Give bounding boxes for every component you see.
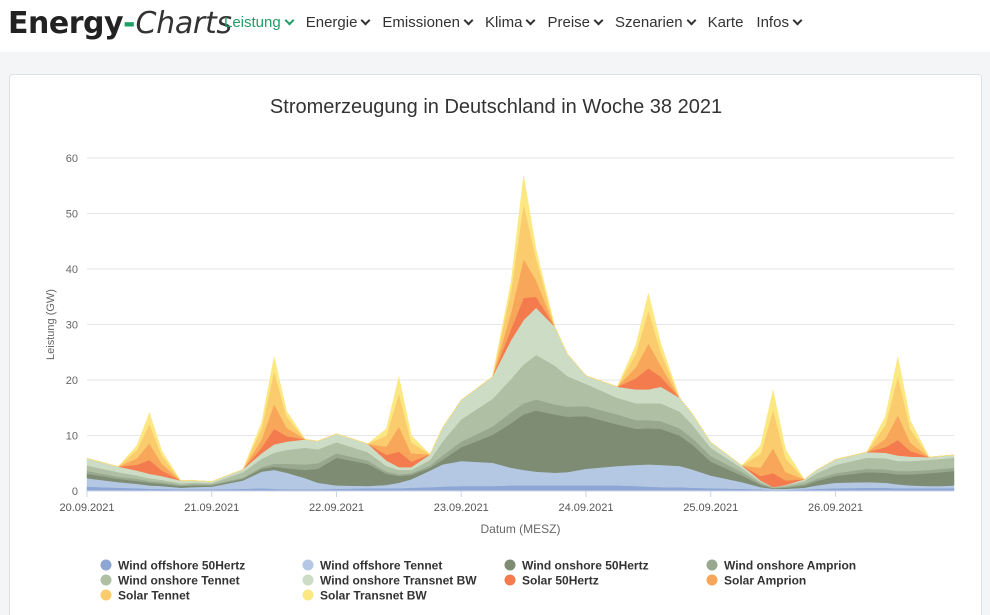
nav-item-label: Leistung bbox=[224, 14, 281, 31]
legend-item[interactable]: Wind onshore 50Hertz bbox=[504, 559, 649, 573]
legend-label: Wind onshore Transnet BW bbox=[320, 574, 477, 588]
y-tick-label: 50 bbox=[66, 209, 78, 221]
x-tick-label: 24.09.2021 bbox=[558, 502, 613, 514]
area-series-9 bbox=[86, 175, 955, 482]
nav-item-emissionen[interactable]: Emissionen bbox=[382, 14, 474, 31]
legend-marker bbox=[504, 559, 516, 571]
nav-item-leistung[interactable]: Leistung bbox=[224, 14, 295, 31]
chevron-down-icon bbox=[360, 15, 371, 26]
nav-item-klima[interactable]: Klima bbox=[484, 14, 536, 31]
chevron-down-icon bbox=[463, 15, 474, 26]
legend-label: Wind onshore Amprion bbox=[724, 559, 856, 573]
legend-marker bbox=[100, 559, 112, 571]
legend-marker bbox=[100, 574, 112, 586]
chevron-down-icon bbox=[593, 15, 604, 26]
legend-item[interactable]: Wind offshore 50Hertz bbox=[100, 559, 246, 573]
legend-label: Solar Amprion bbox=[724, 574, 806, 588]
legend-item[interactable]: Wind offshore Tennet bbox=[302, 559, 443, 573]
main-menu: Leistung Energie Emissionen Klima Preise Szen… bbox=[224, 14, 803, 31]
legend-item[interactable]: Wind onshore Transnet BW bbox=[302, 574, 478, 588]
x-tick-label: 26.09.2021 bbox=[808, 502, 863, 514]
legend-marker bbox=[706, 574, 718, 586]
nav-item-label: Infos bbox=[756, 14, 789, 31]
brand-sub: Charts bbox=[135, 6, 232, 41]
y-axis-title: Leistung (GW) bbox=[45, 289, 57, 360]
top-navbar: Energy-Charts Leistung Energie Emissionen K… bbox=[0, 0, 990, 52]
nav-item-label: Karte bbox=[707, 14, 744, 31]
nav-item-label: Preise bbox=[547, 14, 591, 31]
y-tick-label: 10 bbox=[66, 431, 78, 443]
legend-marker bbox=[706, 559, 718, 571]
y-tick-label: 40 bbox=[66, 264, 78, 276]
y-tick-label: 30 bbox=[66, 320, 78, 332]
legend-item[interactable]: Wind onshore Tennet bbox=[100, 574, 240, 588]
nav-item-label: Szenarien bbox=[615, 14, 683, 31]
nav-item-szenarien[interactable]: Szenarien bbox=[615, 14, 697, 31]
chart-title: Stromerzeugung in Deutschland in Woche 3… bbox=[270, 96, 722, 118]
nav-item-karte[interactable]: Karte bbox=[708, 14, 744, 31]
legend-label: Solar Transnet BW bbox=[320, 589, 427, 603]
brand-logo[interactable]: Energy-Charts bbox=[8, 6, 232, 42]
nav-item-label: Emissionen bbox=[382, 14, 460, 31]
brand-dash: - bbox=[123, 6, 136, 41]
y-tick-label: 60 bbox=[66, 153, 78, 165]
chart: Stromerzeugung in Deutschland in Woche 3… bbox=[45, 96, 955, 603]
legend-label: Wind onshore 50Hertz bbox=[522, 559, 649, 573]
legend-marker bbox=[100, 589, 112, 601]
nav-item-infos[interactable]: Infos bbox=[756, 14, 803, 31]
legend-marker bbox=[302, 574, 314, 586]
nav-item-label: Energie bbox=[305, 14, 358, 31]
x-tick-label: 22.09.2021 bbox=[309, 502, 364, 514]
legend-marker bbox=[504, 574, 516, 586]
legend-item[interactable]: Solar Transnet BW bbox=[302, 589, 428, 603]
y-tick-label: 0 bbox=[72, 486, 78, 498]
chevron-down-icon bbox=[792, 15, 803, 26]
legend-marker bbox=[302, 589, 314, 601]
legend-label: Wind onshore Tennet bbox=[118, 574, 240, 588]
chart-card: Stromerzeugung in Deutschland in Woche 3… bbox=[9, 74, 982, 615]
legend-label: Solar 50Hertz bbox=[522, 574, 599, 588]
x-tick-label: 21.09.2021 bbox=[184, 502, 239, 514]
legend-label: Wind offshore Tennet bbox=[320, 559, 442, 573]
legend-item[interactable]: Solar 50Hertz bbox=[504, 574, 599, 588]
x-tick-label: 20.09.2021 bbox=[59, 502, 114, 514]
chevron-down-icon bbox=[686, 15, 697, 26]
nav-item-energie[interactable]: Energie bbox=[305, 14, 371, 31]
x-axis-title: Datum (MESZ) bbox=[480, 522, 560, 536]
legend-label: Wind offshore 50Hertz bbox=[118, 559, 245, 573]
chevron-down-icon bbox=[284, 15, 295, 26]
legend-item[interactable]: Solar Tennet bbox=[100, 589, 190, 603]
x-tick-label: 25.09.2021 bbox=[683, 502, 738, 514]
y-tick-label: 20 bbox=[66, 375, 78, 387]
legend-item[interactable]: Solar Amprion bbox=[706, 574, 807, 588]
legend-item[interactable]: Wind onshore Amprion bbox=[706, 559, 857, 573]
nav-item-preise[interactable]: Preise bbox=[547, 14, 604, 31]
nav-item-label: Klima bbox=[484, 14, 523, 31]
legend-marker bbox=[302, 559, 314, 571]
chevron-down-icon bbox=[526, 15, 536, 26]
brand-main: Energy bbox=[8, 6, 124, 41]
x-tick-label: 23.09.2021 bbox=[434, 502, 489, 514]
legend-label: Solar Tennet bbox=[118, 589, 190, 603]
